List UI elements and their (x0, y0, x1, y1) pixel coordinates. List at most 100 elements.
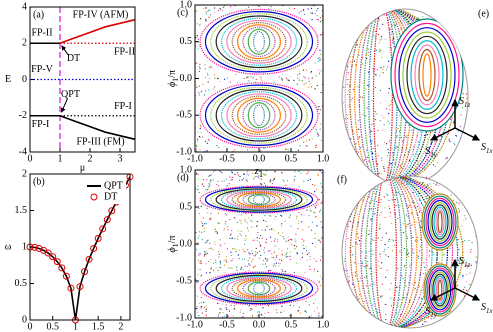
trajectory-dot (367, 265, 368, 266)
trajectory-dot (382, 237, 383, 238)
trajectory-dot (196, 173, 197, 174)
trajectory-dot (421, 298, 422, 299)
trajectory-dot (224, 316, 225, 317)
trajectory-dot (418, 258, 419, 259)
trajectory-dot (288, 240, 289, 241)
trajectory-dot (264, 252, 265, 253)
trajectory-dot (393, 240, 394, 241)
trajectory-dot (199, 85, 200, 86)
trajectory-dot (321, 238, 322, 239)
trajectory-dot (404, 282, 405, 283)
trajectory-dot (198, 48, 199, 49)
trajectory-dot (228, 268, 229, 269)
trajectory-dot (202, 225, 203, 226)
trajectory-dot (310, 12, 311, 13)
trajectory-dot (250, 308, 251, 309)
trajectory-dot (383, 66, 384, 67)
trajectory-dot (471, 265, 472, 266)
trajectory-dot (358, 237, 359, 238)
trajectory-dot (420, 246, 421, 247)
trajectory-dot (201, 206, 202, 207)
trajectory-dot (451, 122, 452, 123)
trajectory-dot (260, 150, 261, 151)
trajectory-dot (317, 173, 318, 174)
trajectory-dot (271, 253, 272, 254)
trajectory-dot (344, 260, 345, 261)
trajectory-dot (366, 285, 367, 286)
x-tick-label: 3 (118, 153, 123, 164)
trajectory-dot (298, 310, 299, 311)
x-axis-label-sub: 1 (259, 169, 264, 179)
trajectory-dot (419, 144, 420, 145)
trajectory-dot (371, 124, 372, 125)
trajectory-dot (250, 220, 251, 221)
trajectory-dot (248, 270, 249, 271)
trajectory-dot (381, 36, 382, 37)
trajectory-dot (232, 258, 233, 259)
trajectory-dot (468, 240, 469, 241)
trajectory-dot (367, 196, 368, 197)
trajectory-dot (209, 218, 210, 219)
trajectory-dot (198, 238, 199, 239)
trajectory-dot (394, 213, 395, 214)
trajectory-dot (265, 258, 266, 259)
trajectory-dot (361, 251, 362, 252)
trajectory-dot (407, 21, 408, 22)
trajectory-dot (282, 232, 283, 233)
trajectory-dot (205, 68, 206, 69)
trajectory-dot (358, 222, 359, 223)
trajectory-dot (358, 152, 359, 153)
trajectory-dot (378, 17, 379, 18)
trajectory-dot (273, 257, 274, 258)
trajectory-dot (236, 249, 237, 250)
trajectory-dot (389, 105, 390, 106)
trajectory-dot (392, 152, 393, 153)
trajectory-dot (420, 316, 421, 317)
trajectory-dot (315, 238, 316, 239)
trajectory-dot (257, 252, 258, 253)
x-tick-label: 1.5 (92, 321, 105, 332)
trajectory-dot (245, 8, 246, 9)
trajectory-dot (207, 74, 208, 75)
trajectory-dot (365, 115, 366, 116)
trajectory-dot (409, 177, 410, 178)
trajectory-dot (362, 114, 363, 115)
trajectory-dot (201, 221, 202, 222)
trajectory-dot (377, 312, 378, 313)
axis-label-sub: 1y (430, 151, 438, 159)
trajectory-dot (354, 60, 355, 61)
trajectory-dot (392, 39, 393, 40)
y-axis-label-tail: /π (167, 235, 178, 243)
trajectory-dot (413, 146, 414, 147)
trajectory-dot (310, 83, 311, 84)
trajectory-dot (386, 108, 387, 109)
y-axis-label: E (5, 74, 11, 85)
trajectory-dot (352, 56, 353, 57)
trajectory-dot (311, 8, 312, 9)
trajectory-dot (406, 224, 407, 225)
trajectory-dot (209, 78, 210, 79)
trajectory-dot (421, 203, 422, 204)
trajectory-dot (299, 306, 300, 307)
trajectory-dot (302, 257, 303, 258)
trajectory-dot (366, 276, 367, 277)
trajectory-dot (362, 235, 363, 236)
trajectory-dot (265, 229, 266, 230)
trajectory-dot (234, 308, 235, 309)
trajectory-dot (367, 225, 368, 226)
trajectory-dot (353, 89, 354, 90)
trajectory-dot (308, 180, 309, 181)
trajectory-dot (206, 179, 207, 180)
trajectory-dot (379, 194, 380, 195)
trajectory-dot (283, 236, 284, 237)
trajectory-dot (413, 154, 414, 155)
trajectory-dot (201, 307, 202, 308)
trajectory-dot (379, 49, 380, 50)
trajectory-dot (214, 229, 215, 230)
trajectory-dot (347, 79, 348, 80)
trajectory-dot (372, 200, 373, 201)
trajectory-dot (306, 250, 307, 251)
trajectory-dot (453, 143, 454, 144)
trajectory-dot (227, 185, 228, 186)
trajectory-dot (358, 55, 359, 56)
